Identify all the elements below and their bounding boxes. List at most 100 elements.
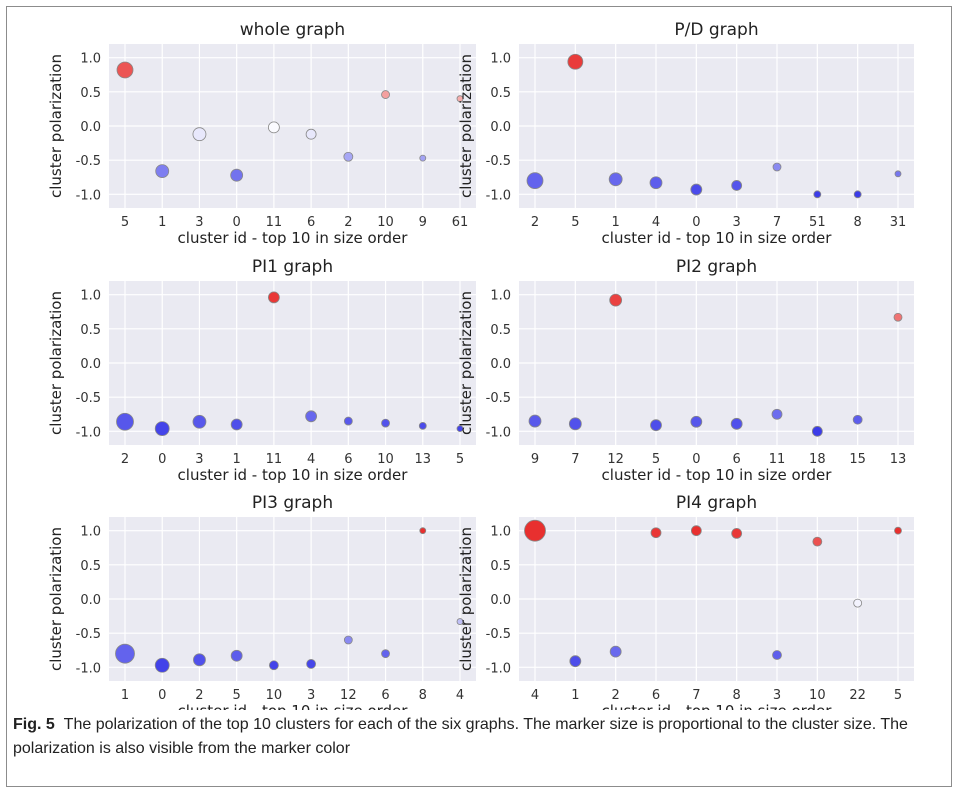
data-point <box>813 190 822 199</box>
x-tick-label: 7 <box>692 688 700 703</box>
x-tick-label: 7 <box>571 452 579 467</box>
caption-text: The polarization of the top 10 clusters … <box>13 716 908 757</box>
x-tick-label: 10 <box>809 688 826 703</box>
data-point <box>650 419 662 432</box>
y-tick-label: -1.0 <box>76 188 101 203</box>
x-tick-label: 7 <box>773 215 781 230</box>
data-point <box>230 649 243 662</box>
data-point <box>730 417 743 430</box>
data-point <box>115 643 135 664</box>
x-tick-label: 0 <box>158 452 166 467</box>
y-tick-label: 1.0 <box>80 52 101 67</box>
y-tick-label: 0.5 <box>490 559 511 574</box>
chart-title: PI2 graph <box>676 257 757 277</box>
data-point <box>853 598 863 608</box>
data-point <box>267 291 280 304</box>
x-tick-label: 15 <box>849 452 866 467</box>
x-tick-label: 5 <box>571 215 579 230</box>
y-tick-label: 1.0 <box>490 525 511 540</box>
data-point <box>690 525 702 537</box>
data-point <box>568 417 582 431</box>
y-axis-label: cluster polarization <box>457 291 475 435</box>
x-axis-label: cluster id - top 10 in size order <box>602 229 833 247</box>
chart-title: whole graph <box>240 20 345 40</box>
y-tick-label: 1.0 <box>80 289 101 304</box>
x-tick-label: 1 <box>121 688 129 703</box>
data-point <box>894 170 902 178</box>
y-axis-label: cluster polarization <box>47 54 65 198</box>
y-tick-label: 1.0 <box>490 52 511 67</box>
x-tick-label: 13 <box>890 452 907 467</box>
x-tick-label: 1 <box>571 688 579 703</box>
data-point <box>567 53 584 70</box>
data-point <box>154 657 170 673</box>
data-point <box>419 527 427 535</box>
y-tick-label: -0.5 <box>76 391 101 406</box>
x-tick-label: 1 <box>158 215 166 230</box>
x-tick-label: 51 <box>809 215 826 230</box>
x-tick-label: 4 <box>531 688 539 703</box>
data-point <box>772 162 782 172</box>
data-point <box>381 90 390 99</box>
x-tick-label: 0 <box>233 215 241 230</box>
x-tick-label: 0 <box>692 452 700 467</box>
x-tick-label: 8 <box>419 688 427 703</box>
y-tick-label: 0.5 <box>490 86 511 101</box>
x-tick-label: 10 <box>266 688 283 703</box>
x-tick-label: 13 <box>415 452 432 467</box>
data-point <box>343 416 353 426</box>
x-tick-label: 3 <box>773 688 781 703</box>
y-tick-label: -0.5 <box>486 154 511 169</box>
x-tick-label: 61 <box>452 215 469 230</box>
data-point <box>731 528 743 539</box>
x-tick-label: 31 <box>890 215 907 230</box>
y-tick-label: 1.0 <box>80 525 101 540</box>
y-tick-label: 0.0 <box>80 120 101 135</box>
data-point <box>230 418 243 431</box>
x-tick-label: 0 <box>158 688 166 703</box>
x-tick-label: 5 <box>456 452 464 467</box>
x-tick-label: 2 <box>531 215 539 230</box>
x-tick-label: 6 <box>307 215 315 230</box>
x-tick-label: 11 <box>769 452 786 467</box>
x-tick-label: 6 <box>733 452 741 467</box>
x-tick-label: 1 <box>612 215 620 230</box>
y-axis-label: cluster polarization <box>457 527 475 671</box>
data-point <box>569 655 582 668</box>
chart-panel-2: 1.00.50.0-0.5-1.02 5 1 4 0 3 7 51 8 31P/D graphcl… <box>457 20 914 247</box>
data-point <box>771 408 783 420</box>
data-point <box>193 653 206 667</box>
data-point <box>609 645 622 658</box>
data-point <box>853 190 862 199</box>
x-tick-label: 9 <box>531 452 539 467</box>
x-tick-label: 3 <box>307 688 315 703</box>
data-point <box>811 425 823 437</box>
data-point <box>526 172 544 190</box>
x-tick-label: 10 <box>377 215 394 230</box>
data-point <box>267 121 280 134</box>
chart-title: PI1 graph <box>252 257 333 277</box>
caption-label: Fig. 5 <box>13 716 55 733</box>
x-tick-label: 8 <box>854 215 862 230</box>
data-point <box>528 414 542 428</box>
x-tick-label: 22 <box>849 688 866 703</box>
x-tick-label: 6 <box>344 452 352 467</box>
y-axis-label: cluster polarization <box>457 54 475 198</box>
data-point <box>609 293 623 307</box>
data-point <box>306 659 317 669</box>
y-tick-label: -0.5 <box>76 154 101 169</box>
data-point <box>893 312 903 322</box>
data-point <box>852 414 863 425</box>
data-point <box>155 164 170 179</box>
data-point <box>268 660 279 671</box>
x-axis-label: cluster id - top 10 in size order <box>602 702 833 710</box>
y-axis-label: cluster polarization <box>47 527 65 671</box>
data-point <box>343 151 354 162</box>
x-tick-label: 5 <box>233 688 241 703</box>
data-point <box>812 536 823 547</box>
y-tick-label: -0.5 <box>486 391 511 406</box>
data-point <box>305 410 318 423</box>
